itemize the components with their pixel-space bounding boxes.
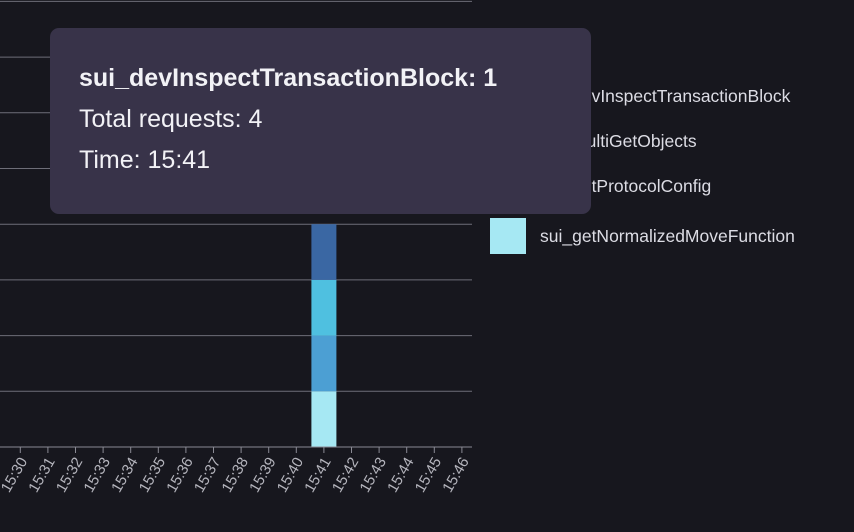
tooltip-title: sui_devInspectTransactionBlock: 1: [79, 64, 498, 92]
bars: [311, 224, 337, 447]
x-tick-label: 15:31: [25, 454, 58, 495]
x-tick-label: 15:30: [0, 454, 31, 495]
tooltip-total: Total requests: 4: [79, 105, 263, 133]
x-tick-label: 15:38: [219, 454, 252, 495]
x-tick-label: 15:33: [81, 454, 114, 495]
legend-label: sui_getNormalizedMoveFunction: [540, 225, 795, 246]
legend-label: sui_devInspectTransactionBlock: [540, 85, 791, 106]
tooltip-time: Time: 15:41: [79, 146, 211, 174]
bar-segment[interactable]: [311, 224, 337, 280]
x-axis: 15:2915:3015:3115:3215:3315:3415:3515:36…: [0, 446, 473, 496]
x-tick-label: 15:40: [274, 454, 307, 495]
x-tick-label: 15:42: [329, 454, 362, 495]
x-tick-label: 15:32: [53, 454, 86, 495]
legend-swatch: [490, 218, 526, 254]
x-tick-label: 15:36: [163, 454, 196, 495]
x-tick-label: 15:43: [357, 454, 390, 495]
x-tick-label: 15:44: [384, 454, 417, 495]
legend-item-sui-getnormalizedmovefunction[interactable]: sui_getNormalizedMoveFunction: [490, 218, 795, 254]
x-tick-label: 15:35: [136, 454, 169, 495]
x-tick-label: 15:37: [191, 454, 224, 495]
x-tick-label: 15:41: [301, 454, 334, 495]
x-tick-label: 15:39: [246, 454, 279, 495]
x-tick-label: 15:34: [108, 454, 141, 495]
bar-segment[interactable]: [311, 391, 337, 447]
bar-segment[interactable]: [311, 279, 337, 336]
chart-tooltip: sui_devInspectTransactionBlock: 1 Total …: [50, 28, 591, 214]
bar-segment[interactable]: [311, 335, 337, 392]
x-tick-label: 15:46: [439, 454, 472, 495]
x-tick-label: 15:45: [412, 454, 445, 495]
